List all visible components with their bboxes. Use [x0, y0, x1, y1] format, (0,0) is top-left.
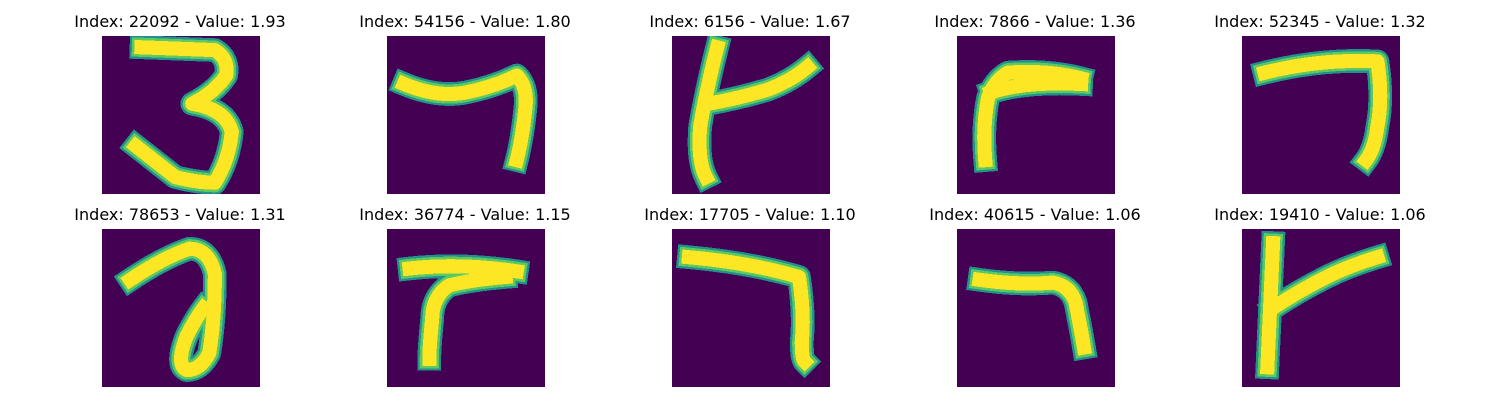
panel-title: Index: 52345 - Value: 1.32 [1160, 12, 1480, 32]
handwritten-digit-7-icon [957, 229, 1115, 387]
panel-title: Index: 22092 - Value: 1.93 [20, 12, 340, 32]
handwritten-digit-7-icon [1242, 36, 1400, 194]
panel-title: Index: 17705 - Value: 1.10 [590, 205, 910, 225]
panel-title: Index: 19410 - Value: 1.06 [1160, 205, 1480, 225]
panel-title: Index: 7866 - Value: 1.36 [875, 12, 1195, 32]
handwritten-digit-9-icon [102, 229, 260, 387]
panel-title: Index: 54156 - Value: 1.80 [305, 12, 625, 32]
handwritten-digit-7-icon [672, 229, 830, 387]
handwritten-digit-3-icon [102, 36, 260, 194]
handwritten-stroke-k-shape-icon [1242, 229, 1400, 387]
handwritten-digit-7-icon [387, 229, 545, 387]
panel-title: Index: 78653 - Value: 1.31 [20, 205, 340, 225]
handwritten-stroke-k-shape-icon [672, 36, 830, 194]
panel-title: Index: 36774 - Value: 1.15 [305, 205, 625, 225]
panel-title: Index: 6156 - Value: 1.67 [590, 12, 910, 32]
handwritten-stroke-r-shape-icon [957, 36, 1115, 194]
panel-title: Index: 40615 - Value: 1.06 [875, 205, 1195, 225]
handwritten-digit-7-icon [387, 36, 545, 194]
